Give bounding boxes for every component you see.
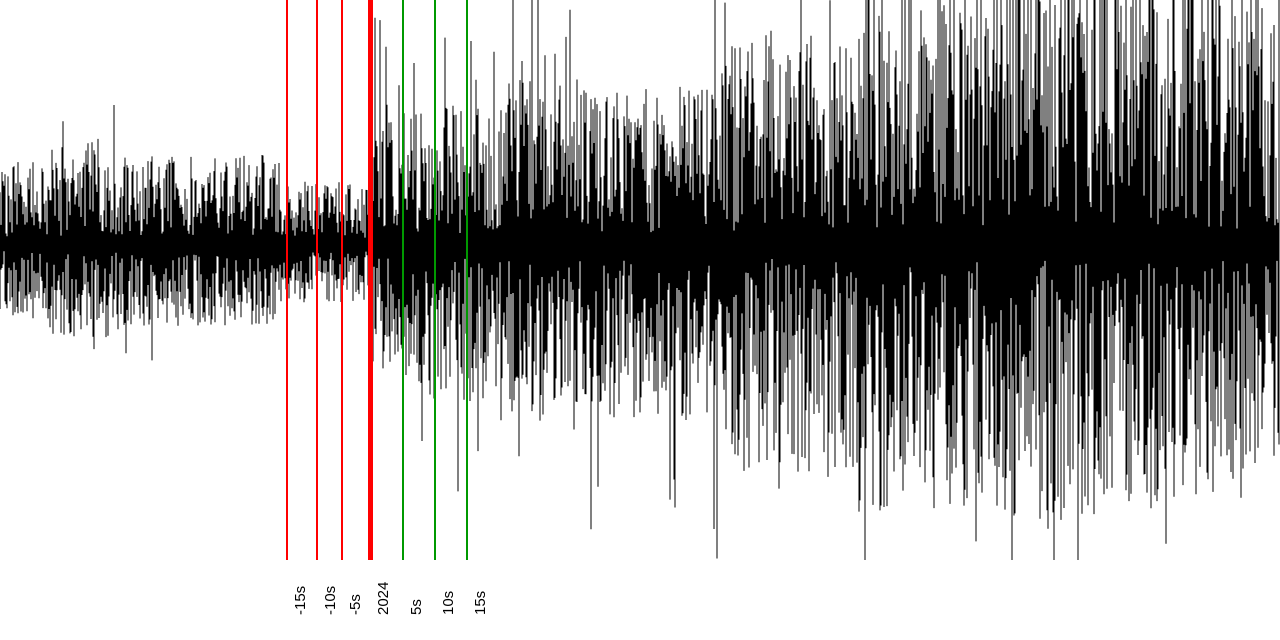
time-marker-line xyxy=(368,0,373,560)
time-marker-line xyxy=(434,0,436,560)
time-marker-label: 15s xyxy=(472,591,489,615)
time-marker-label: 5s xyxy=(408,599,425,615)
time-marker-line xyxy=(316,0,318,560)
time-marker-label: -10s xyxy=(322,586,339,615)
time-marker-line xyxy=(402,0,404,560)
time-marker-line xyxy=(341,0,343,560)
time-marker-label: 10s xyxy=(440,591,457,615)
waveform-plot xyxy=(0,0,1280,640)
time-marker-label: -15s xyxy=(292,586,309,615)
waveform-chart: -15s -10s -5s 2024 5s 10s 15s xyxy=(0,0,1280,640)
time-marker-label: -5s xyxy=(347,594,364,615)
time-marker-label: 2024 xyxy=(375,582,392,615)
time-marker-line xyxy=(466,0,468,560)
waveform-trace xyxy=(0,0,1279,560)
time-marker-line xyxy=(286,0,288,560)
